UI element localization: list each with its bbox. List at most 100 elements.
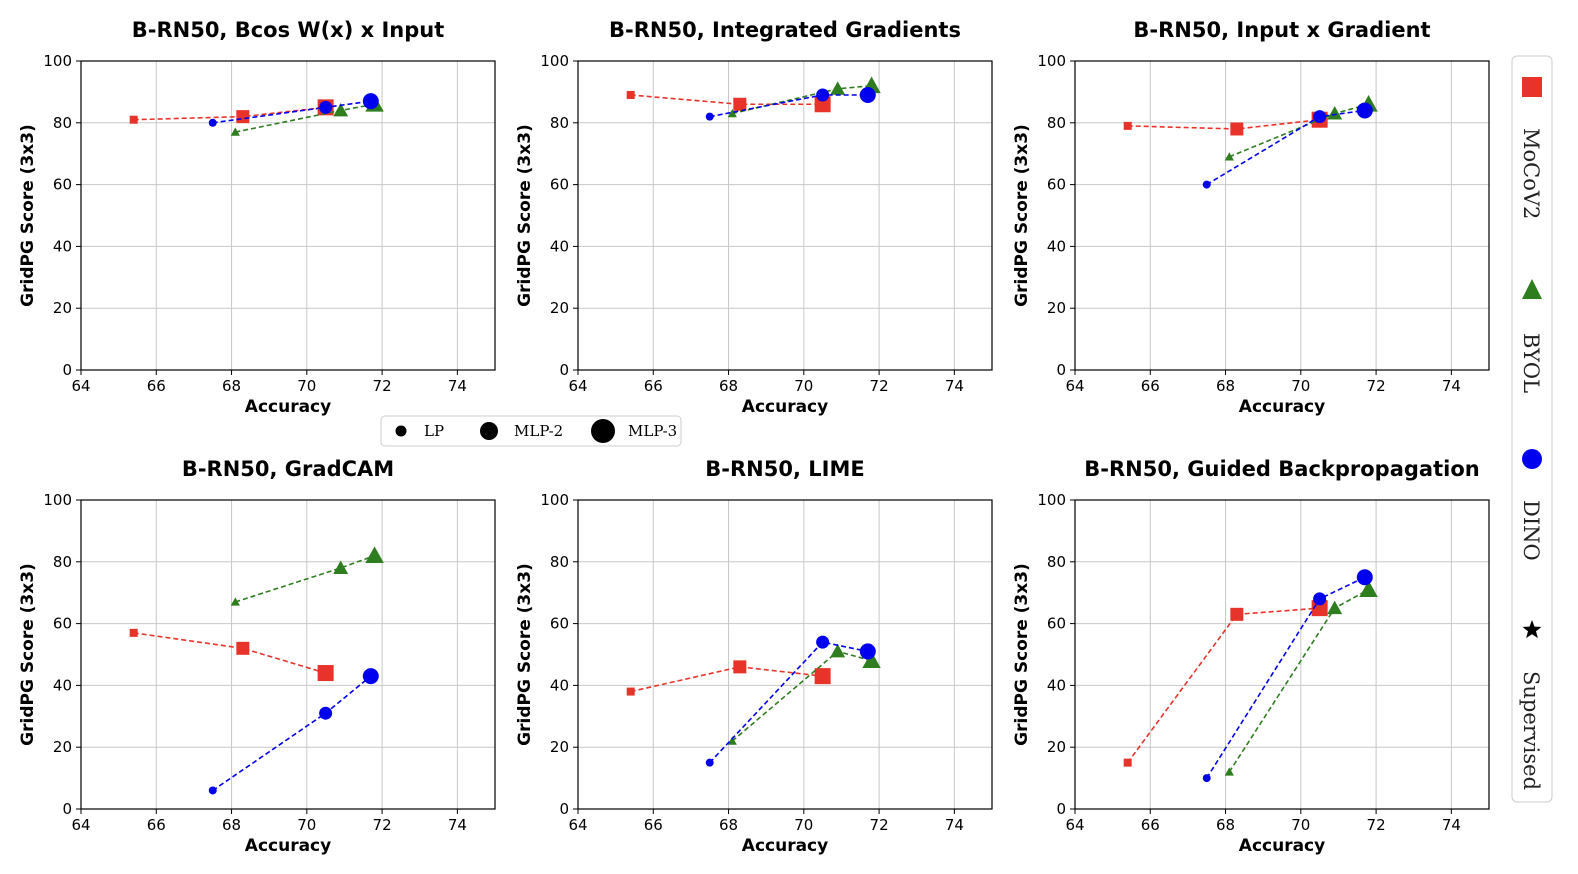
- y-tick-label: 80: [550, 114, 569, 132]
- data-point-mocov2: [1123, 758, 1132, 767]
- y-tick-label: 60: [53, 176, 72, 194]
- x-axis-label: Accuracy: [1239, 397, 1325, 417]
- y-axis-label: GridPG Score (3x3): [515, 124, 535, 307]
- y-tick-label: 20: [53, 738, 72, 756]
- size-legend-mlp3-marker: [591, 419, 615, 443]
- chart-title: B-RN50, Guided Backpropagation: [1084, 457, 1479, 481]
- series-line-byol: [732, 84, 872, 115]
- data-point-mocov2: [626, 90, 635, 99]
- data-point-byol: [1224, 152, 1234, 161]
- y-tick-label: 100: [43, 52, 72, 70]
- data-point-mocov2: [814, 96, 831, 113]
- x-tick-label: 68: [719, 816, 738, 834]
- legend-supervised-marker: [1522, 620, 1542, 639]
- y-tick-label: 0: [559, 361, 569, 379]
- x-tick-label: 64: [568, 816, 587, 834]
- data-point-dino: [1202, 180, 1211, 189]
- x-tick-label: 70: [297, 377, 316, 395]
- y-tick-label: 60: [53, 615, 72, 633]
- data-point-mocov2: [814, 668, 831, 685]
- x-tick-label: 66: [147, 377, 166, 395]
- y-tick-label: 100: [43, 491, 72, 509]
- y-axis-label: GridPG Score (3x3): [515, 563, 535, 746]
- x-tick-label: 68: [1216, 377, 1235, 395]
- x-tick-label: 68: [719, 377, 738, 395]
- data-point-byol: [365, 546, 384, 563]
- chart-title: B-RN50, LIME: [705, 457, 864, 481]
- y-tick-label: 0: [1056, 361, 1066, 379]
- data-point-byol: [830, 81, 846, 95]
- data-point-mocov2: [1311, 600, 1328, 617]
- data-point-dino: [859, 643, 876, 660]
- chart-title: B-RN50, GradCAM: [182, 457, 394, 481]
- data-point-dino: [362, 93, 379, 110]
- data-point-mocov2: [317, 665, 334, 682]
- legend-supervised-label: Supervised: [1519, 671, 1543, 790]
- series-line-byol: [1228, 588, 1369, 773]
- chart-panel-6: 64 66 68 70 72 74 0 20 40 60 80 100 B-RN50, Guided B…: [1012, 457, 1490, 856]
- chart-title: B-RN50, Input x Gradient: [1133, 18, 1430, 42]
- series-line-dino: [212, 675, 372, 792]
- x-tick-label: 68: [1216, 816, 1235, 834]
- y-tick-label: 100: [540, 491, 569, 509]
- y-tick-label: 80: [1047, 553, 1066, 571]
- x-tick-label: 74: [945, 816, 964, 834]
- x-tick-label: 64: [568, 377, 587, 395]
- y-tick-label: 20: [550, 738, 569, 756]
- y-tick-label: 0: [62, 800, 72, 818]
- y-tick-label: 40: [53, 676, 72, 694]
- y-tick-label: 80: [550, 553, 569, 571]
- x-tick-label: 64: [1065, 816, 1084, 834]
- legend-dino-marker: [1522, 449, 1542, 469]
- y-axis-label: GridPG Score (3x3): [1012, 124, 1032, 307]
- x-axis-label: Accuracy: [1239, 836, 1325, 856]
- data-point-mocov2: [733, 97, 747, 111]
- y-tick-label: 100: [1037, 52, 1066, 70]
- size-legend-lp-label: LP: [424, 422, 444, 440]
- y-tick-label: 80: [53, 114, 72, 132]
- x-tick-label: 70: [1291, 377, 1310, 395]
- data-point-dino: [1202, 774, 1211, 783]
- x-axis-label: Accuracy: [245, 836, 331, 856]
- series-line-mocov2: [133, 106, 326, 121]
- chart-title: B-RN50, Integrated Gradients: [609, 18, 961, 42]
- x-tick-label: 68: [222, 377, 241, 395]
- data-point-byol: [1327, 106, 1343, 120]
- y-axis-label: GridPG Score (3x3): [18, 124, 38, 307]
- data-point-byol: [1327, 600, 1343, 615]
- y-tick-label: 40: [550, 237, 569, 255]
- x-axis-label: Accuracy: [742, 397, 828, 417]
- size-legend: LP MLP-2 MLP-3: [380, 415, 682, 447]
- y-tick-label: 60: [550, 615, 569, 633]
- x-tick-label: 74: [945, 377, 964, 395]
- data-point-byol: [1359, 580, 1378, 597]
- series-line-mocov2: [1127, 118, 1320, 130]
- chart-panels: 64 66 68 70 72 74 0 20 40 60 80 100 B-RN50, Bcos W(x…: [18, 18, 1490, 856]
- x-tick-label: 74: [1442, 816, 1461, 834]
- y-tick-label: 80: [1047, 114, 1066, 132]
- y-tick-label: 60: [1047, 615, 1066, 633]
- data-point-mocov2: [626, 687, 635, 696]
- data-point-dino: [319, 100, 333, 114]
- x-axis-label: Accuracy: [742, 836, 828, 856]
- data-point-dino: [208, 786, 217, 795]
- x-tick-label: 68: [222, 816, 241, 834]
- data-point-byol: [333, 560, 349, 574]
- data-point-byol: [862, 651, 881, 669]
- size-legend-lp-marker: [395, 425, 407, 437]
- size-legend-mlp3-label: MLP-3: [628, 422, 677, 440]
- chart-panel-5: 64 66 68 70 72 74 0 20 40 60 80 100 B-RN50, LIME Accu…: [515, 457, 993, 856]
- chart-panel-2: 64 66 68 70 72 74 0 20 40 60 80 100 B-RN50, Integrat…: [515, 18, 993, 417]
- plot-frame: [577, 60, 993, 371]
- series-line-byol: [235, 554, 375, 603]
- plot-frame: [1074, 499, 1490, 810]
- y-tick-label: 40: [1047, 237, 1066, 255]
- x-tick-label: 70: [1291, 816, 1310, 834]
- y-tick-label: 20: [550, 299, 569, 317]
- data-point-byol: [830, 643, 846, 658]
- x-tick-label: 72: [373, 377, 392, 395]
- plot-frame: [80, 60, 496, 371]
- x-tick-label: 66: [1141, 377, 1160, 395]
- x-tick-label: 74: [448, 816, 467, 834]
